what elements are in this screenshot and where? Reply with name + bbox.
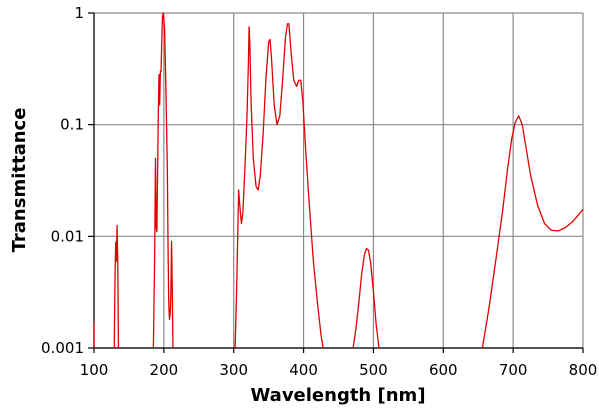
y-tick-label: 0.1 (60, 116, 84, 134)
x-tick-label: 600 (429, 361, 458, 379)
axis-frame (88, 12, 584, 353)
x-tick-label: 100 (80, 361, 109, 379)
y-tick-label: 0.001 (41, 339, 84, 357)
transmittance-curve-segment (234, 23, 324, 349)
transmittance-curve-segment (352, 247, 380, 349)
x-tick-labels: 100 200 300 400 500 600 700 800 (80, 361, 598, 379)
transmittance-curve-segment (152, 12, 174, 349)
x-tick-label: 200 (150, 361, 179, 379)
transmittance-curve-segment (113, 224, 120, 349)
transmittance-curve-segment (481, 115, 584, 349)
y-axis-title: Transmittance (9, 108, 30, 253)
y-tick-labels: 0.001 0.01 0.1 1 (41, 4, 84, 357)
x-tick-label: 300 (219, 361, 248, 379)
x-tick-label: 700 (499, 361, 528, 379)
y-tick-label: 1 (74, 4, 84, 22)
x-tick-label: 800 (569, 361, 598, 379)
x-tick-label: 400 (289, 361, 318, 379)
y-tick-label: 0.01 (51, 227, 84, 245)
x-tick-label: 500 (359, 361, 388, 379)
x-axis-title: Wavelength [nm] (250, 385, 425, 406)
series-layer (93, 12, 584, 349)
